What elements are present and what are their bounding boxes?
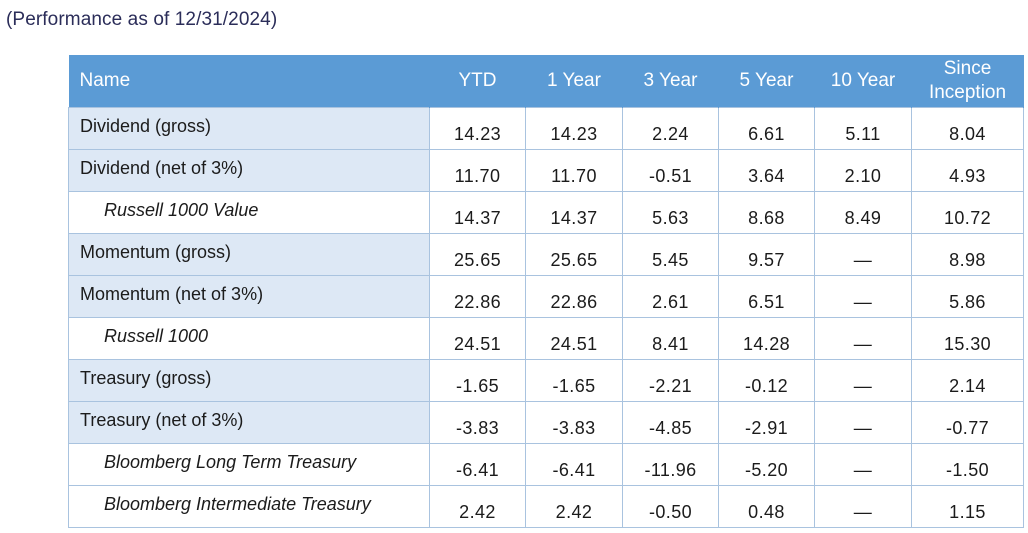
table-row: Bloomberg Long Term Treasury -6.41 -6.41 -1… xyxy=(68,443,1024,486)
value-cell: 14.23 xyxy=(525,107,623,150)
value-cell: 9.57 xyxy=(718,233,815,276)
value-cell: 2.61 xyxy=(622,275,719,318)
value-cell: -0.51 xyxy=(622,149,719,192)
value-cell: -3.83 xyxy=(429,401,526,444)
value-cell: 5.63 xyxy=(622,191,719,234)
value-cell: 10.72 xyxy=(911,191,1024,234)
value-cell: — xyxy=(814,443,912,486)
value-cell: -1.65 xyxy=(525,359,623,402)
table-header-row: Name YTD 1 Year 3 Year 5 Year 10 Year Si… xyxy=(68,55,1024,108)
table-row: Treasury (gross) -1.65 -1.65 -2.21 -0.12—2.1… xyxy=(68,359,1024,402)
table-row: Russell 1000 Value 14.37 14.37 5.63 8.68 8.49… xyxy=(68,191,1024,234)
table-body: Dividend (gross) 14.23 14.23 2.24 6.61 5.11 8.… xyxy=(68,107,1024,528)
value-cell: 25.65 xyxy=(429,233,526,276)
value-cell: — xyxy=(814,485,912,528)
value-cell: 0.48 xyxy=(718,485,815,528)
column-header-since-inception: Since Inception xyxy=(911,55,1024,108)
value-cell: 14.28 xyxy=(718,317,815,360)
value-cell: 2.42 xyxy=(429,485,526,528)
table-row: Bloomberg Intermediate Treasury 2.42 2.42-… xyxy=(68,485,1024,528)
value-cell: 8.41 xyxy=(622,317,719,360)
value-cell: 11.70 xyxy=(525,149,623,192)
column-header-ytd: YTD xyxy=(429,55,526,108)
value-cell: 1.15 xyxy=(911,485,1024,528)
value-cell: — xyxy=(814,359,912,402)
table-row: Treasury (net of 3%) -3.83 -3.83 -4.85 -2.91… xyxy=(68,401,1024,444)
value-cell: 6.61 xyxy=(718,107,815,150)
strategy-name-cell: Dividend (gross) xyxy=(68,107,430,150)
value-cell: -1.50 xyxy=(911,443,1024,486)
value-cell: 8.04 xyxy=(911,107,1024,150)
value-cell: — xyxy=(814,275,912,318)
table-row: Russell 1000 24.51 24.51 8.41 14.28—15.30 xyxy=(68,317,1024,360)
value-cell: -3.83 xyxy=(525,401,623,444)
value-cell: 14.23 xyxy=(429,107,526,150)
performance-table: Name YTD 1 Year 3 Year 5 Year 10 Year Si… xyxy=(68,55,1024,528)
table-row: Momentum (net of 3%) 22.86 22.86 2.61 6.51—5… xyxy=(68,275,1024,318)
value-cell: -2.21 xyxy=(622,359,719,402)
value-cell: 15.30 xyxy=(911,317,1024,360)
strategy-name-cell: Momentum (net of 3%) xyxy=(68,275,430,318)
strategy-name-cell: Treasury (gross) xyxy=(68,359,430,402)
value-cell: 5.86 xyxy=(911,275,1024,318)
value-cell: 2.42 xyxy=(525,485,623,528)
value-cell: 11.70 xyxy=(429,149,526,192)
table-row: Dividend (gross) 14.23 14.23 2.24 6.61 5.11 8.… xyxy=(68,107,1024,150)
value-cell: 22.86 xyxy=(525,275,623,318)
value-cell: 2.14 xyxy=(911,359,1024,402)
value-cell: -6.41 xyxy=(429,443,526,486)
benchmark-name-cell: Bloomberg Long Term Treasury xyxy=(68,443,430,486)
value-cell: — xyxy=(814,401,912,444)
value-cell: -6.41 xyxy=(525,443,623,486)
benchmark-name-cell: Russell 1000 xyxy=(68,317,430,360)
column-header-1-year: 1 Year xyxy=(525,55,623,108)
value-cell: 8.98 xyxy=(911,233,1024,276)
value-cell: 22.86 xyxy=(429,275,526,318)
strategy-name-cell: Dividend (net of 3%) xyxy=(68,149,430,192)
performance-date-caption: (Performance as of 12/31/2024) xyxy=(6,9,278,30)
value-cell: 5.11 xyxy=(814,107,912,150)
value-cell: 25.65 xyxy=(525,233,623,276)
value-cell: 4.93 xyxy=(911,149,1024,192)
value-cell: -1.65 xyxy=(429,359,526,402)
value-cell: -5.20 xyxy=(718,443,815,486)
benchmark-name-cell: Russell 1000 Value xyxy=(68,191,430,234)
value-cell: 24.51 xyxy=(429,317,526,360)
column-header-name: Name xyxy=(68,55,430,108)
value-cell: -0.12 xyxy=(718,359,815,402)
value-cell: 24.51 xyxy=(525,317,623,360)
column-header-5-year: 5 Year xyxy=(718,55,815,108)
table-row: Dividend (net of 3%) 11.70 11.70 -0.51 3.64 2… xyxy=(68,149,1024,192)
strategy-name-cell: Momentum (gross) xyxy=(68,233,430,276)
column-header-10-year: 10 Year xyxy=(814,55,912,108)
value-cell: -2.91 xyxy=(718,401,815,444)
value-cell: — xyxy=(814,317,912,360)
value-cell: 14.37 xyxy=(525,191,623,234)
value-cell: -4.85 xyxy=(622,401,719,444)
value-cell: 2.10 xyxy=(814,149,912,192)
value-cell: 6.51 xyxy=(718,275,815,318)
value-cell: 8.49 xyxy=(814,191,912,234)
value-cell: — xyxy=(814,233,912,276)
value-cell: 3.64 xyxy=(718,149,815,192)
value-cell: 2.24 xyxy=(622,107,719,150)
value-cell: 8.68 xyxy=(718,191,815,234)
column-header-3-year: 3 Year xyxy=(622,55,719,108)
value-cell: -0.50 xyxy=(622,485,719,528)
table-row: Momentum (gross) 25.65 25.65 5.45 9.57—8.98 xyxy=(68,233,1024,276)
value-cell: 14.37 xyxy=(429,191,526,234)
value-cell: -11.96 xyxy=(622,443,719,486)
value-cell: 5.45 xyxy=(622,233,719,276)
value-cell: -0.77 xyxy=(911,401,1024,444)
benchmark-name-cell: Bloomberg Intermediate Treasury xyxy=(68,485,430,528)
strategy-name-cell: Treasury (net of 3%) xyxy=(68,401,430,444)
